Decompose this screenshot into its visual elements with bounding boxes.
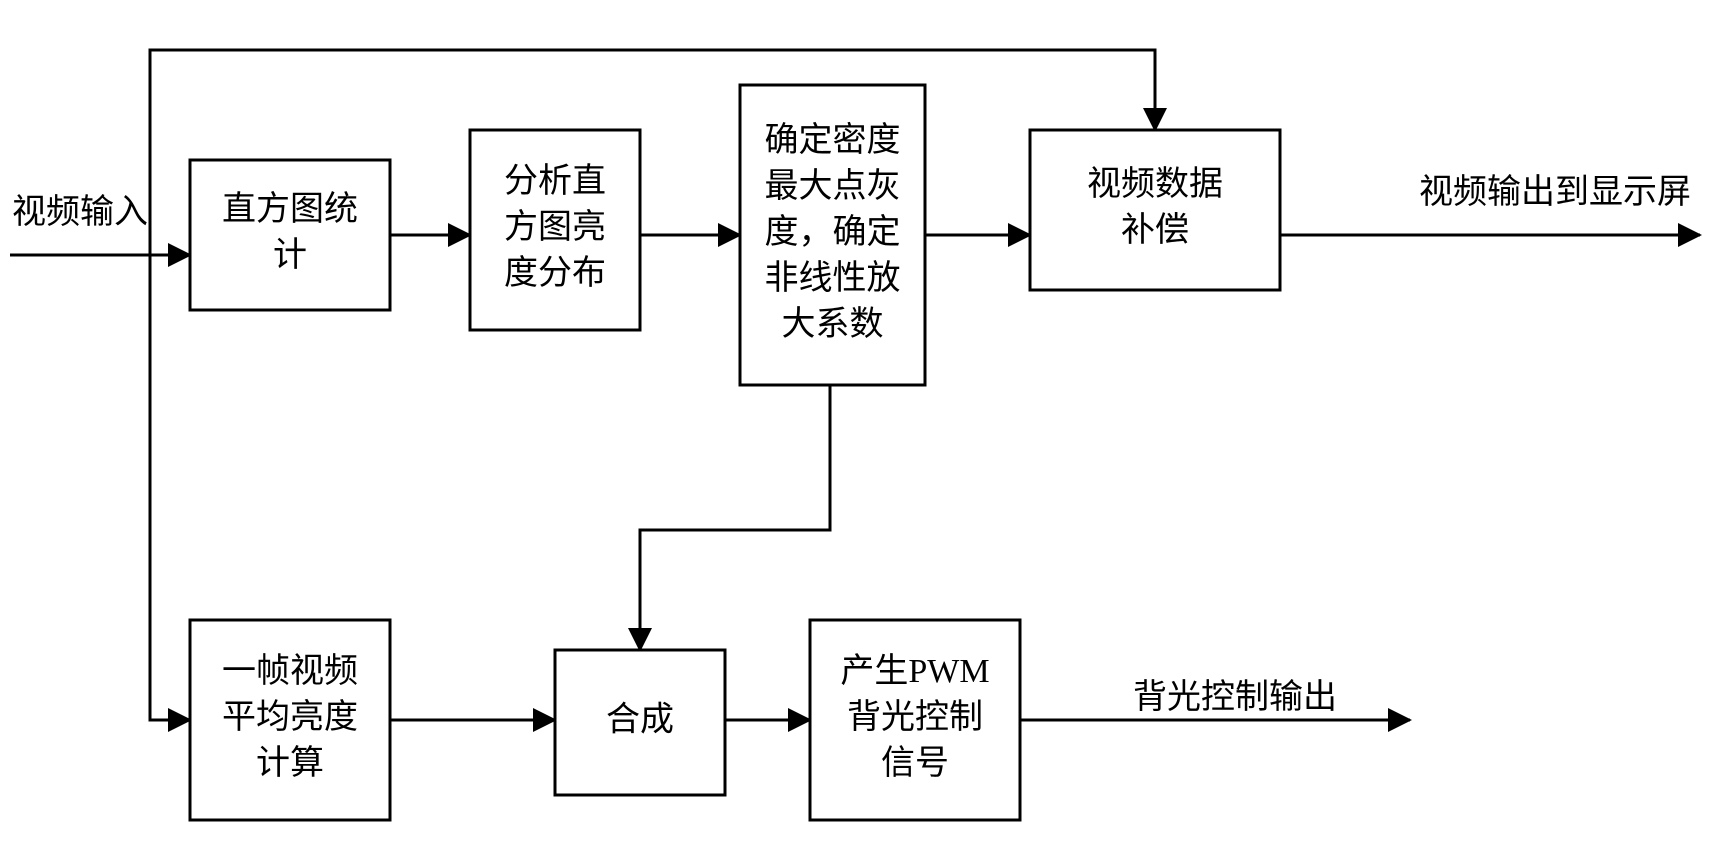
node-n6-label: 合成 — [606, 700, 674, 738]
label-l_in: 视频输入 — [12, 193, 148, 231]
node-n1: 直方图统计 — [190, 160, 390, 310]
node-n3-label: 确定密度最大点灰度，确定非线性放大系数 — [765, 121, 901, 343]
label-l_out2: 背光控制输出 — [1133, 678, 1337, 716]
edge-e_in_n5 — [150, 255, 190, 720]
node-n6: 合成 — [555, 650, 725, 795]
node-n2-label: 分析直方图亮度分布 — [504, 162, 606, 292]
node-n4: 视频数据补偿 — [1030, 130, 1280, 290]
label-l_out1: 视频输出到显示屏 — [1419, 173, 1691, 211]
node-n3: 确定密度最大点灰度，确定非线性放大系数 — [740, 85, 925, 385]
node-n2: 分析直方图亮度分布 — [470, 130, 640, 330]
node-n5: 一帧视频平均亮度计算 — [190, 620, 390, 820]
edge-e_n3_n6 — [640, 385, 830, 650]
node-n7: 产生PWM背光控制信号 — [810, 620, 1020, 820]
